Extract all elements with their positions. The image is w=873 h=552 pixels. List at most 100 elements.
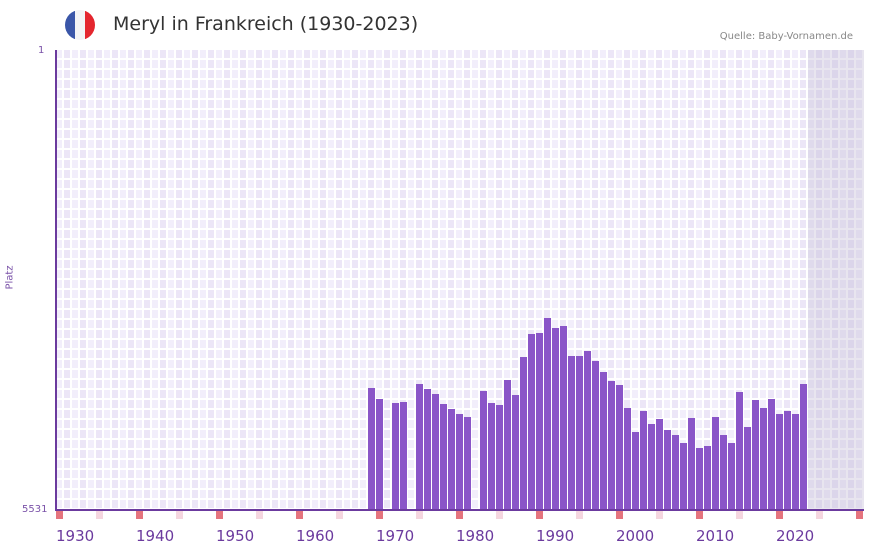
bar-2012[interactable] [712,417,719,510]
bar-2002[interactable] [632,431,639,510]
grid-cell [464,190,470,198]
grid-cell [840,140,846,148]
bar-2017[interactable] [752,400,759,510]
bar-2020[interactable] [776,414,783,510]
grid-cell [416,220,422,228]
grid-cell [208,390,214,398]
grid-cell [832,290,838,298]
bar-2022[interactable] [792,414,799,510]
grid-cell [720,190,726,198]
bar-1992[interactable] [552,327,559,510]
bar-1978[interactable] [440,404,447,510]
grid-cell [584,130,590,138]
bar-1975[interactable] [416,383,423,510]
bar-1986[interactable] [504,379,511,510]
bar-2011[interactable] [704,446,711,510]
bar-2015[interactable] [736,392,743,510]
bar-2010[interactable] [696,448,703,510]
grid-cell [856,450,862,458]
bar-1998[interactable] [600,372,607,510]
bar-2003[interactable] [640,411,647,510]
grid-cell [848,410,854,418]
bar-2008[interactable] [680,443,687,510]
grid-cell [816,370,822,378]
bar-1994[interactable] [568,356,575,510]
grid-cell [320,240,326,248]
grid-cell [640,290,646,298]
grid-cell [56,70,62,78]
grid-cell [704,110,710,118]
grid-cell [432,70,438,78]
bar-2004[interactable] [648,423,655,510]
grid-cell [848,240,854,248]
grid-cell [792,170,798,178]
bar-1976[interactable] [424,388,431,510]
grid-cell [600,200,606,208]
grid-cell [112,180,118,188]
grid-cell [832,470,838,478]
bar-2023[interactable] [800,383,807,510]
bar-1983[interactable] [480,391,487,510]
grid-cell [352,90,358,98]
grid-cell [200,280,206,288]
grid-cell [352,210,358,218]
grid-cell [104,220,110,228]
grid-cell [232,190,238,198]
bar-1970[interactable] [376,399,383,510]
bar-1987[interactable] [512,395,519,510]
grid-cell [216,180,222,188]
grid-cell [408,70,414,78]
grid-cell [488,60,494,68]
x-tick-label: 2000 [616,527,655,545]
grid-cell [672,400,678,408]
grid-cell [504,250,510,258]
bar-2005[interactable] [656,418,663,510]
bar-1999[interactable] [608,381,615,510]
grid-cell [88,350,94,358]
bar-2000[interactable] [616,384,623,510]
grid-cell [128,350,134,358]
bar-1977[interactable] [432,394,439,510]
bar-1995[interactable] [576,356,583,510]
grid-cell [552,90,558,98]
grid-cell [544,310,550,318]
bar-1993[interactable] [560,326,567,510]
bar-2013[interactable] [720,434,727,510]
bar-1979[interactable] [448,409,455,510]
bar-1991[interactable] [544,318,551,510]
bar-2016[interactable] [744,426,751,510]
bar-2021[interactable] [784,411,791,510]
bar-1969[interactable] [368,388,375,510]
grid-cell [640,270,646,278]
bar-2018[interactable] [760,408,767,510]
grid-cell [608,250,614,258]
grid-cell [696,320,702,328]
bar-2007[interactable] [672,434,679,510]
grid-cell [288,490,294,498]
bar-1989[interactable] [528,333,535,510]
bar-1985[interactable] [496,405,503,510]
bar-2006[interactable] [664,429,671,510]
bar-1980[interactable] [456,414,463,510]
bar-1990[interactable] [536,332,543,510]
future-shaded-region [808,50,864,510]
bar-2014[interactable] [728,443,735,510]
bar-1997[interactable] [592,361,599,510]
bar-2001[interactable] [624,408,631,510]
bar-2009[interactable] [688,418,695,510]
bar-1972[interactable] [392,403,399,510]
bar-1973[interactable] [400,402,407,510]
bar-1981[interactable] [464,417,471,510]
grid-cell [344,190,350,198]
grid-cell [584,230,590,238]
bar-1988[interactable] [520,357,527,510]
y-tick-bottom: 5531 [22,504,48,515]
bar-1984[interactable] [488,403,495,510]
x-tick-label: 1930 [56,527,95,545]
bar-1996[interactable] [584,351,591,510]
grid-cell [656,220,662,228]
grid-cell [608,320,614,328]
grid-cell [80,400,86,408]
bar-2019[interactable] [768,399,775,510]
grid-cell [528,300,534,308]
